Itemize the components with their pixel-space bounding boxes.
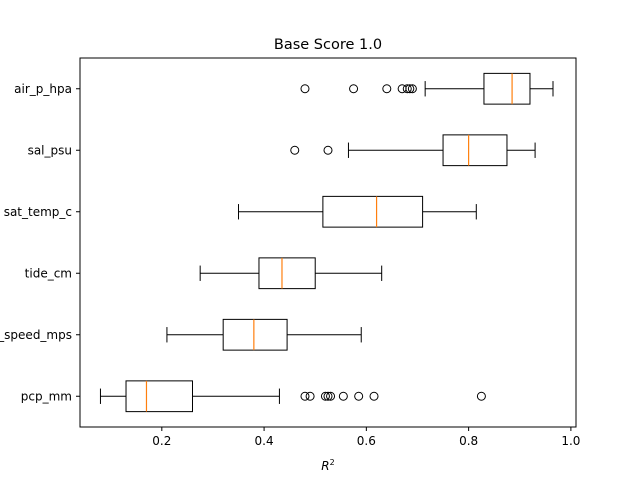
x-tick-label: 0.8 [459,434,478,448]
y-tick-label: tide_cm [25,266,72,280]
iqr-box [442,134,508,167]
outlier-point [349,84,359,94]
y-tick-label: sat_temp_c [4,205,72,219]
iqr-box [483,72,531,105]
outlier-point [476,391,486,401]
y-tick-label: wind_speed_mps [0,328,72,342]
x-tick-label: 1.0 [561,434,580,448]
outlier-point [320,391,330,401]
outlier-point [300,391,310,401]
iqr-box [322,195,424,228]
y-tick-label: air_p_hpa [14,82,72,96]
iqr-box [258,257,316,290]
outlier-point [407,84,417,94]
outlier-point [290,145,300,155]
outlier-point [354,391,364,401]
outlier-point [369,391,379,401]
iqr-box [125,380,193,413]
plot-area: 0.2 0.4 0.6 0.8 1.0 pcp_mm wind_speed_mps tide_… [0,72,580,448]
outlier-point [338,391,348,401]
outlier-point [402,84,412,94]
x-tick-label: 0.4 [255,434,274,448]
outlier-point [323,145,333,155]
outlier-point [300,84,310,94]
x-tick-label: 0.2 [152,434,171,448]
y-tick-label: pcp_mm [21,389,72,403]
axes-frame [79,57,577,428]
outlier-point [382,84,392,94]
x-axis-label-base: R [321,459,329,473]
chart-title: Base Score 1.0 [274,37,382,53]
outlier-point [305,391,315,401]
y-tick-label: sal_psu [28,143,72,157]
x-axis-label: R2 [321,458,334,473]
outlier-point [405,84,415,94]
x-axis-label-superscript: 2 [330,458,335,467]
x-tick-label: 0.6 [357,434,376,448]
outlier-point [326,391,336,401]
iqr-box [222,318,288,351]
outlier-point [323,391,333,401]
